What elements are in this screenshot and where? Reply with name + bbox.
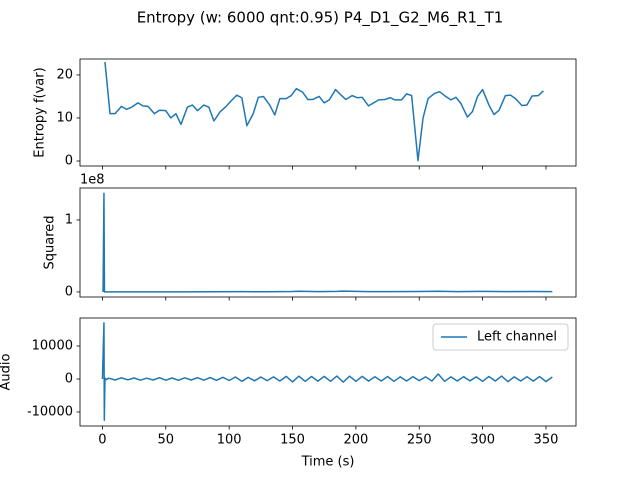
y-tick-label: 0 <box>65 372 73 387</box>
data-line <box>104 61 544 162</box>
x-tick-label: 200 <box>343 433 368 448</box>
axes-frame <box>79 187 577 298</box>
y-tick-label: 10 <box>56 110 73 125</box>
axes-frame <box>79 317 577 427</box>
x-axis-label: Time (s) <box>301 455 355 470</box>
y-tick-label: 0 <box>65 154 73 169</box>
axes-frame <box>79 58 577 167</box>
x-tick-label: 50 <box>158 433 175 448</box>
x-tick-label: 250 <box>407 433 432 448</box>
offset-text: 1e8 <box>80 173 105 188</box>
x-tick-label: 150 <box>280 433 305 448</box>
y-axis-label: Entropy f(var) <box>33 67 48 157</box>
y-tick-label: 1 <box>65 212 73 227</box>
legend-label: Left channel <box>477 330 557 345</box>
figure-title: Entropy (w: 6000 qnt:0.95) P4_D1_G2_M6_R… <box>137 9 504 28</box>
legend-box <box>432 323 569 351</box>
y-tick-label: 10000 <box>32 339 73 354</box>
y-tick-label: 20 <box>56 67 73 82</box>
x-tick-label: 0 <box>98 433 106 448</box>
y-tick-label: -10000 <box>27 405 73 420</box>
x-tick-label: 300 <box>470 433 495 448</box>
y-axis-label: Audio <box>0 353 14 390</box>
x-tick-label: 350 <box>534 433 559 448</box>
data-line <box>102 192 553 293</box>
data-line <box>101 322 553 421</box>
y-axis-label: Squared <box>43 215 58 269</box>
y-tick-label: 0 <box>65 284 73 299</box>
x-tick-label: 100 <box>217 433 242 448</box>
